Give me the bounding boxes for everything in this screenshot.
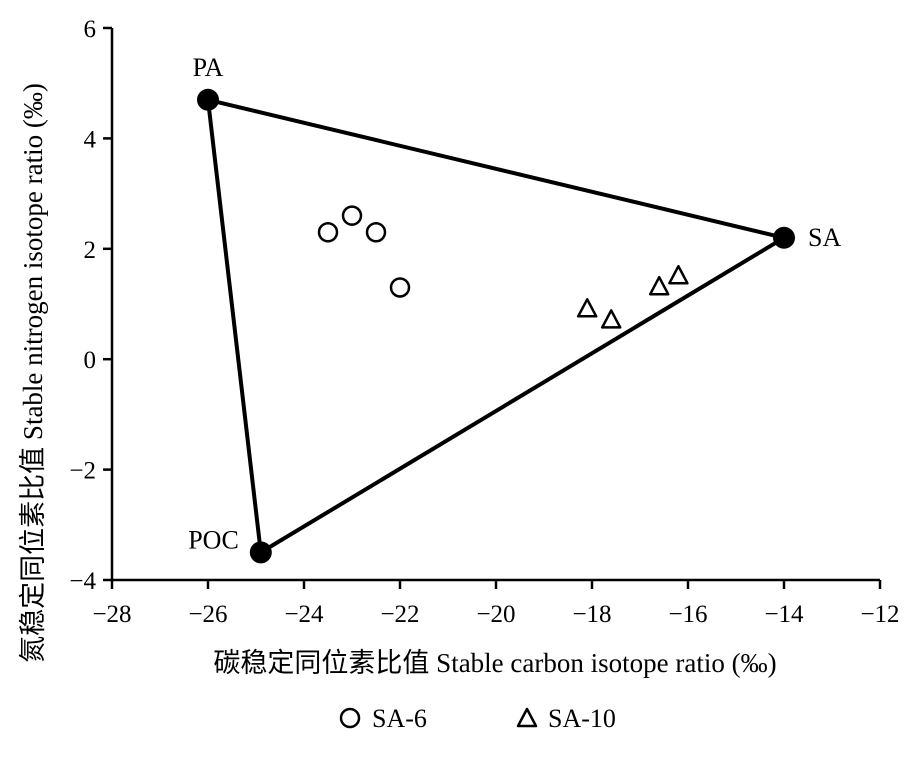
source-point-poc xyxy=(249,541,272,564)
sample-points xyxy=(317,205,689,329)
data-point-sa-10 xyxy=(668,264,689,285)
x-tick-label: −12 xyxy=(860,601,899,628)
legend-circle-marker xyxy=(339,707,361,729)
x-tick-label: −20 xyxy=(476,601,515,628)
y-tick-label: −4 xyxy=(69,568,96,595)
data-point-sa-10 xyxy=(648,275,670,296)
source-label-sa: SA xyxy=(808,223,841,252)
source-point-pa xyxy=(197,88,219,111)
y-tick-label: 6 xyxy=(84,16,97,43)
x-axis-title: 碳稳定同位素比值 Stable carbon isotope ratio (‰) xyxy=(213,648,776,678)
y-tick-label: 4 xyxy=(84,126,97,153)
y-ticks: −4 −2 0 2 4 6 xyxy=(69,16,112,595)
data-point-sa-10 xyxy=(600,309,622,329)
source-label-pa: PA xyxy=(193,53,224,82)
y-tick-label: −2 xyxy=(69,458,96,485)
x-tick-label: −14 xyxy=(764,601,804,628)
legend-item-sa-6: SA-6 xyxy=(339,704,427,733)
x-tick-label: −24 xyxy=(284,601,324,628)
legend: SA-6 SA-10 xyxy=(339,704,616,733)
data-point-sa-6 xyxy=(389,277,411,298)
x-ticks: −28 −26 −24 −22 −20 −18 −16 −14 −12 xyxy=(92,580,900,628)
y-tick-label: 0 xyxy=(84,347,97,374)
data-point-sa-10 xyxy=(576,298,598,318)
legend-triangle-marker xyxy=(516,707,538,728)
y-axis-title: 氮稳定同位素比值 Stable nitrogen isotope ratio (… xyxy=(18,83,48,663)
legend-label-sa-6: SA-6 xyxy=(372,704,427,733)
x-tick-label: −28 xyxy=(92,601,131,628)
x-tick-label: −16 xyxy=(668,601,707,628)
x-tick-label: −18 xyxy=(572,601,611,628)
source-point-sa xyxy=(773,226,795,249)
mixing-triangle xyxy=(206,97,786,555)
x-tick-label: −22 xyxy=(380,601,419,628)
data-point-sa-6 xyxy=(341,205,363,226)
legend-label-sa-10: SA-10 xyxy=(548,704,616,733)
y-tick-label: 2 xyxy=(84,237,97,264)
legend-item-sa-10: SA-10 xyxy=(516,704,616,733)
x-tick-label: −26 xyxy=(188,601,227,628)
data-point-sa-6 xyxy=(317,221,339,243)
source-label-poc: POC xyxy=(188,525,239,554)
data-point-sa-6 xyxy=(365,221,387,243)
source-points: PA SA POC xyxy=(188,53,841,564)
axes xyxy=(110,28,880,582)
